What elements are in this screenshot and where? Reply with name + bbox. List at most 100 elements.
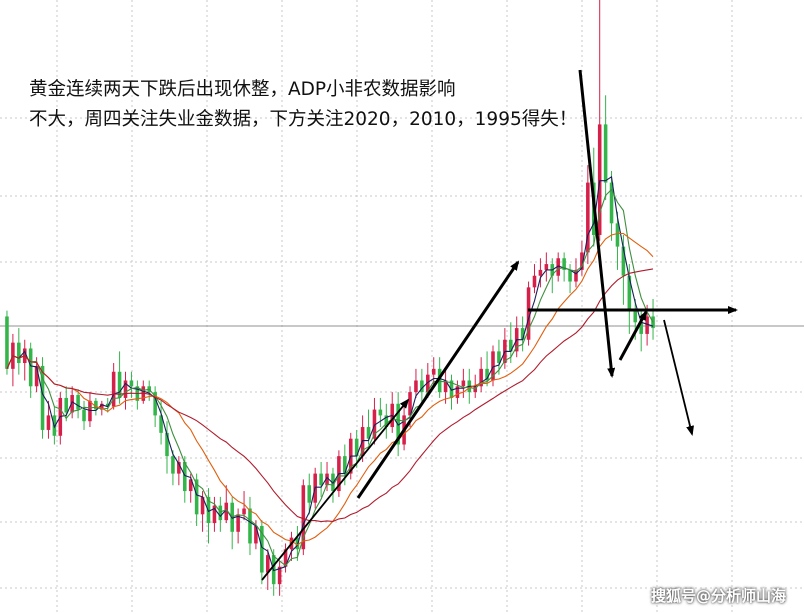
candle bbox=[224, 485, 229, 524]
candle bbox=[319, 461, 323, 497]
candle bbox=[414, 368, 418, 398]
candle bbox=[354, 429, 359, 468]
candle-body bbox=[94, 400, 98, 410]
candle-body bbox=[556, 258, 560, 276]
trend-arrow-2 bbox=[578, 69, 616, 378]
candle bbox=[384, 403, 389, 439]
trend-arrows bbox=[261, 69, 738, 581]
candle bbox=[609, 170, 614, 241]
candle-body bbox=[76, 395, 80, 410]
candle bbox=[586, 165, 590, 265]
candle bbox=[22, 339, 27, 381]
candle bbox=[248, 496, 252, 556]
candle-body bbox=[455, 386, 460, 398]
candle-body bbox=[183, 461, 187, 492]
candle bbox=[615, 211, 620, 270]
candle-body bbox=[28, 348, 33, 387]
candle bbox=[301, 479, 306, 556]
candle bbox=[420, 368, 424, 404]
candle-body bbox=[621, 246, 626, 276]
candle-body bbox=[420, 380, 424, 393]
candle-body bbox=[615, 223, 620, 247]
candle-body bbox=[236, 514, 240, 532]
ma-long-line bbox=[6, 268, 654, 523]
candle-body bbox=[651, 316, 655, 329]
candle bbox=[514, 316, 519, 358]
candle-body bbox=[188, 479, 193, 492]
candle-body bbox=[46, 415, 51, 430]
candle-body bbox=[343, 456, 347, 474]
candle bbox=[46, 400, 51, 439]
candle bbox=[485, 351, 489, 387]
candle-body bbox=[574, 269, 578, 282]
candle-body bbox=[414, 380, 418, 393]
candle-body bbox=[532, 275, 537, 288]
candle-body bbox=[509, 339, 513, 352]
candle-body bbox=[218, 505, 223, 521]
candle bbox=[562, 252, 566, 282]
candle bbox=[378, 397, 383, 428]
candle bbox=[455, 380, 460, 404]
candle bbox=[165, 421, 169, 474]
candle-body bbox=[194, 479, 199, 515]
candle-body bbox=[212, 505, 217, 524]
candle-body bbox=[562, 258, 566, 270]
candle bbox=[171, 450, 175, 486]
candle-body bbox=[520, 328, 525, 340]
candle bbox=[449, 374, 454, 410]
candle-body bbox=[384, 415, 389, 428]
candle bbox=[11, 333, 15, 387]
candle-body bbox=[609, 182, 614, 224]
candle bbox=[17, 328, 21, 375]
candle-body bbox=[538, 269, 543, 276]
candle-body bbox=[408, 392, 412, 416]
candle bbox=[443, 368, 448, 404]
candle-body bbox=[325, 473, 329, 486]
candle bbox=[265, 549, 270, 590]
candle-body bbox=[64, 397, 69, 413]
candle bbox=[627, 264, 632, 334]
candle bbox=[260, 520, 264, 585]
candle-body bbox=[260, 525, 264, 573]
candle-body bbox=[639, 322, 643, 334]
annotation-line-1: 黄金连续两天下跌后出现休整，ADP小非农数据影响 bbox=[29, 79, 456, 100]
candle-body bbox=[40, 365, 45, 430]
candle-body bbox=[82, 409, 86, 422]
candle-body bbox=[461, 380, 466, 387]
candle bbox=[390, 392, 395, 433]
candle-body bbox=[319, 473, 323, 486]
candle bbox=[325, 461, 329, 492]
candle-body bbox=[580, 252, 584, 270]
candle-body bbox=[627, 275, 632, 311]
candle-body bbox=[366, 427, 371, 439]
candle-body bbox=[242, 508, 246, 515]
candle-body bbox=[526, 287, 531, 340]
candle bbox=[141, 380, 146, 404]
candle-body bbox=[491, 351, 495, 381]
candle bbox=[111, 363, 116, 410]
candle-body bbox=[248, 508, 252, 544]
candle-body bbox=[479, 368, 483, 387]
candle-body bbox=[123, 380, 128, 398]
candle-body bbox=[111, 371, 116, 407]
candle-body bbox=[645, 316, 649, 334]
candle-body bbox=[277, 566, 282, 585]
candle bbox=[283, 543, 288, 573]
candle bbox=[497, 339, 501, 375]
candle bbox=[621, 234, 626, 305]
candle bbox=[5, 310, 9, 375]
ma-mid-line bbox=[6, 188, 654, 567]
candle bbox=[218, 496, 223, 532]
candle bbox=[307, 473, 312, 515]
candle bbox=[574, 258, 578, 288]
candle bbox=[117, 351, 122, 404]
candle-body bbox=[568, 269, 572, 282]
candle-body bbox=[544, 264, 549, 270]
candle-body bbox=[431, 368, 436, 375]
candle-body bbox=[603, 124, 608, 183]
candle-body bbox=[105, 403, 110, 407]
candle-body bbox=[17, 342, 21, 364]
candle bbox=[123, 371, 128, 410]
candle-body bbox=[224, 502, 229, 521]
